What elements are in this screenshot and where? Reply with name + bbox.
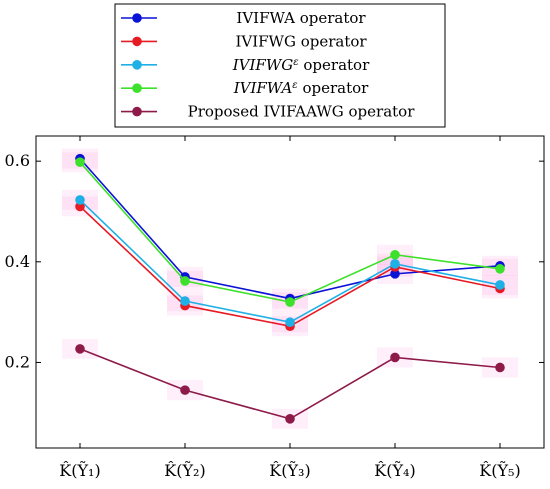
legend-label: IVIFWGε operator bbox=[232, 56, 370, 74]
data-point bbox=[495, 264, 505, 274]
series-3 bbox=[75, 195, 505, 327]
y-tick-label: 0.2 bbox=[5, 352, 30, 371]
legend-label: IVIFWG operator bbox=[235, 32, 367, 50]
legend-item: IVIFWGε operator bbox=[121, 56, 370, 74]
y-tick-label: 0.4 bbox=[5, 252, 30, 271]
legend-item: Proposed IVIFAAWG operator bbox=[121, 103, 415, 121]
legend-item: IVIFWG operator bbox=[121, 32, 367, 50]
x-category-label: K̂(Ỹ₃) bbox=[269, 460, 310, 480]
legend-label: IVIFWAε operator bbox=[233, 79, 369, 97]
data-point bbox=[180, 296, 190, 306]
data-point bbox=[390, 352, 400, 363]
data-point bbox=[75, 157, 85, 167]
data-point bbox=[390, 269, 400, 279]
legend-item: IVIFWA operator bbox=[121, 9, 366, 27]
data-point bbox=[285, 297, 295, 307]
series-line bbox=[79, 161, 501, 303]
x-category-label: K̂(Ỹ₅) bbox=[479, 460, 520, 480]
series-5 bbox=[75, 344, 505, 424]
legend-marker bbox=[132, 60, 142, 70]
data-point bbox=[75, 344, 85, 354]
data-point bbox=[495, 280, 505, 290]
y-tick-label: 0.6 bbox=[5, 151, 30, 170]
data-point bbox=[75, 195, 85, 205]
legend: IVIFWA operator IVIFWG operator IVIFWGε op… bbox=[114, 3, 446, 128]
legend-marker bbox=[132, 13, 142, 23]
data-point bbox=[285, 317, 295, 327]
data-point bbox=[495, 362, 505, 373]
legend-marker bbox=[132, 83, 142, 93]
data-point bbox=[180, 276, 190, 286]
legend-marker bbox=[132, 106, 142, 117]
legend-item: IVIFWAε operator bbox=[121, 79, 369, 97]
series-line bbox=[79, 158, 501, 300]
data-point bbox=[390, 249, 400, 260]
plot-area: 0.2 0.4 0.6 K̂(Ỹ₁) K̂(Ỹ₂) K̂(Ỹ₃) K̂(Ỹ₄) K̂(Ỹ₅) bbox=[5, 135, 545, 480]
data-point bbox=[285, 414, 295, 424]
x-category-label: K̂(Ỹ₄) bbox=[374, 460, 415, 480]
legend-box bbox=[114, 3, 446, 128]
series-4 bbox=[75, 157, 505, 307]
data-point bbox=[180, 385, 190, 395]
x-category-label: K̂(Ỹ₂) bbox=[164, 460, 205, 480]
x-category-label: K̂(Ỹ₁) bbox=[59, 460, 100, 480]
legend-label: Proposed IVIFAAWG operator bbox=[188, 103, 416, 121]
data-point bbox=[390, 259, 400, 269]
legend-marker bbox=[132, 36, 142, 47]
series-line bbox=[79, 348, 501, 420]
legend-label: IVIFWA operator bbox=[236, 9, 366, 27]
